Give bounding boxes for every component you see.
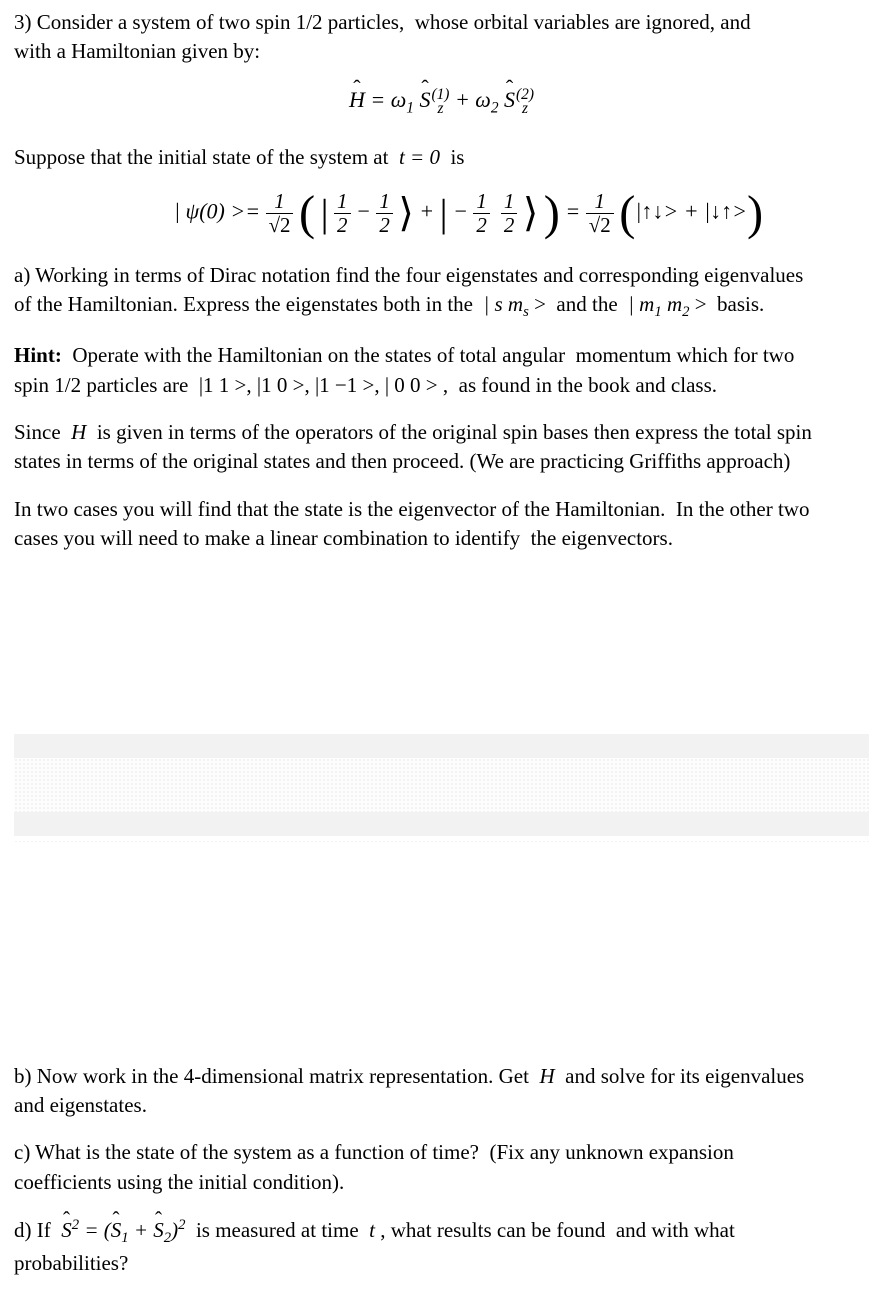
hint-block: Hint: Operate with the Hamiltonian on th…	[14, 341, 869, 400]
initial-state-equation: | ψ(0) >= 1√2 ( | 12 − 12 ⟩ + | − 12 12 …	[14, 190, 869, 237]
separator-gray-bottom	[14, 812, 869, 836]
two-cases-block: In two cases you will find that the stat…	[14, 495, 869, 554]
part-d: d) If S2 = (S1 + S2)2 is measured at tim…	[14, 1215, 869, 1278]
frac-1-sqrt2: 1√2	[266, 190, 294, 237]
part-a: a) Working in terms of Dirac notation fi…	[14, 261, 869, 323]
separator-dotted-thin	[14, 840, 869, 842]
part-c: c) What is the state of the system as a …	[14, 1138, 869, 1197]
part-b: b) Now work in the 4-dimensional matrix …	[14, 1062, 869, 1121]
page-separator	[14, 734, 869, 842]
h-hat: H	[349, 85, 365, 116]
problem-intro: 3) Consider a system of two spin 1/2 par…	[14, 8, 869, 67]
since-block: Since H is given in terms of the operato…	[14, 418, 869, 477]
suppose-line: Suppose that the initial state of the sy…	[14, 143, 869, 172]
hint-label: Hint:	[14, 343, 62, 367]
separator-dotted	[14, 758, 869, 812]
separator-gray-top	[14, 734, 869, 758]
intro-line-1: 3) Consider a system of two spin 1/2 par…	[14, 10, 751, 34]
intro-line-2: with a Hamiltonian given by:	[14, 39, 260, 63]
hamiltonian-equation: H = ω1 S(1)z + ω2 S(2)z	[14, 85, 869, 119]
